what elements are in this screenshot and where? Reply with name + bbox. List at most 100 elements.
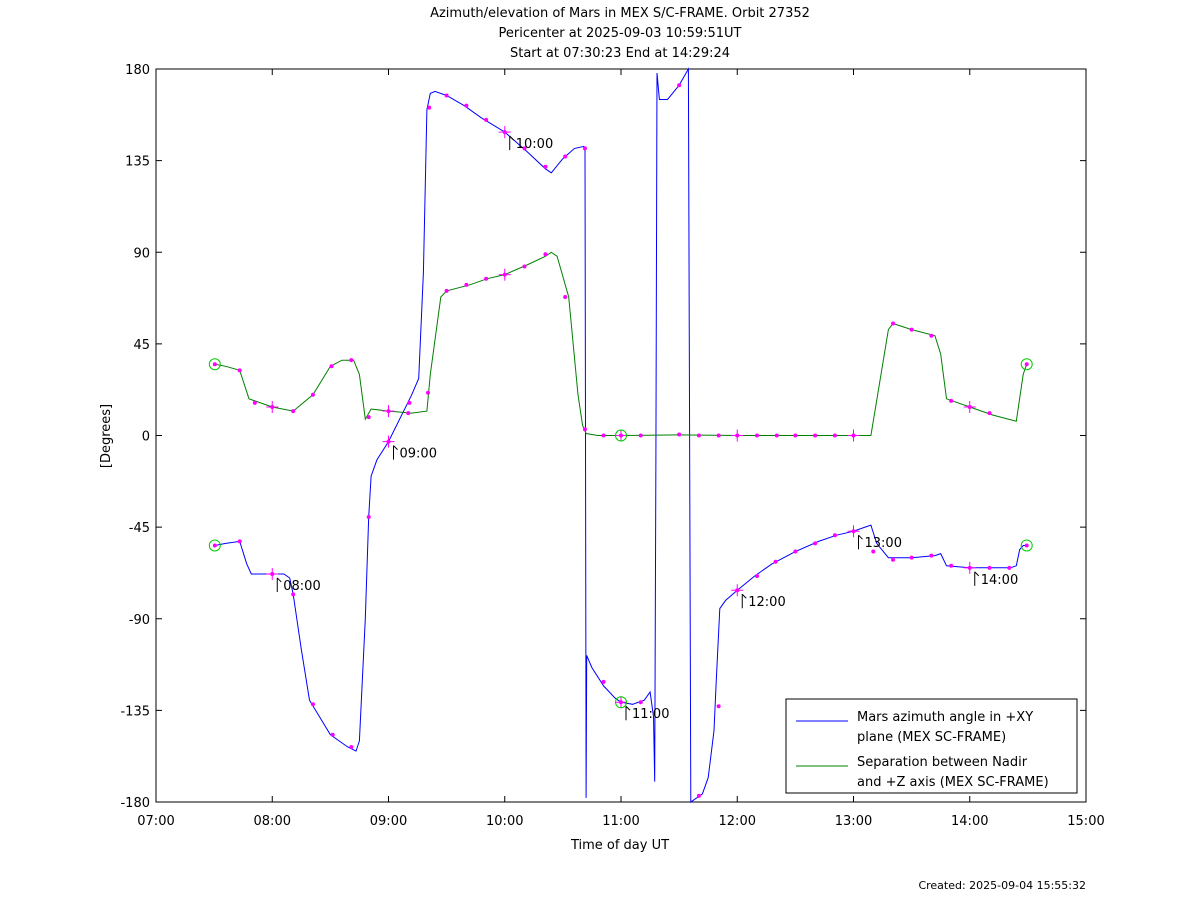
separation-marker (426, 390, 431, 395)
created-timestamp: Created: 2025-09-04 15:55:32 (918, 879, 1086, 892)
separation-marker (212, 362, 217, 367)
azimuth-marker (563, 154, 568, 159)
azimuth-marker (330, 732, 335, 737)
azimuth-marker (871, 549, 876, 554)
separation-marker (329, 364, 334, 369)
azimuth-marker (582, 146, 587, 151)
separation-marker (406, 411, 411, 416)
x-tick-label: 09:00 (370, 814, 407, 829)
hour-label: 12:00 (748, 595, 785, 610)
hour-label: 11:00 (632, 707, 669, 722)
separation-marker (349, 358, 354, 363)
y-tick-label: -45 (129, 521, 150, 536)
hour-pointer (974, 571, 980, 577)
start-end-circle (1020, 358, 1033, 371)
separation-marker (310, 392, 315, 397)
legend-label-separation-2: and +Z axis (MEX SC-FRAME) (857, 775, 1049, 790)
separation-marker (601, 433, 606, 438)
hour-pointer (509, 135, 515, 141)
x-tick-label: 08:00 (254, 814, 291, 829)
azimuth-marker (832, 533, 837, 538)
separation-marker (484, 276, 489, 281)
x-tick-label: 14:00 (951, 814, 988, 829)
chart-title: Azimuth/elevation of Mars in MEX S/C-FRA… (430, 6, 810, 61)
hour-label: 10:00 (516, 137, 553, 152)
azimuth-marker (891, 557, 896, 562)
separation-marker (638, 433, 643, 438)
separation-marker (987, 411, 992, 416)
separation-marker (444, 288, 449, 293)
azimuth-marker (349, 745, 354, 750)
azimuth-marker (987, 565, 992, 570)
hour-pointer (858, 534, 863, 540)
azimuth-marker (929, 553, 934, 558)
azimuth-marker (601, 679, 606, 684)
azimuth-marker (696, 793, 701, 798)
axis-ticks (155, 68, 1087, 803)
separation-marker (909, 327, 914, 332)
hour-pointer (393, 445, 398, 450)
hour-pointer (276, 577, 282, 583)
y-tick-label: 0 (142, 430, 150, 445)
x-tick-label: 15:00 (1067, 814, 1104, 829)
azimuth-marker (464, 103, 469, 108)
azimuth-marker (813, 541, 818, 546)
separation-marker (755, 433, 760, 438)
azimuth-marker (291, 592, 296, 597)
hour-label: 14:00 (981, 573, 1018, 588)
separation-series-line (214, 251, 1028, 436)
legend-label-separation-1: Separation between Nadir (857, 755, 1028, 770)
legend-label-azimuth-2: plane (MEX SC-FRAME) (857, 730, 1006, 745)
y-tick-label: 45 (133, 338, 150, 353)
separation-marker (929, 333, 934, 338)
y-tick-label: -135 (120, 704, 150, 719)
start-end-circle (1020, 539, 1033, 552)
start-end-circles (208, 358, 1033, 709)
azimuth-marker (1007, 565, 1012, 570)
y-tick-label: 90 (133, 246, 150, 261)
x-tick-label: 12:00 (719, 814, 756, 829)
separation-marker (813, 433, 818, 438)
x-tick-label: 11:00 (602, 814, 639, 829)
title-line-1: Azimuth/elevation of Mars in MEX S/C-FRA… (430, 6, 810, 21)
hour-pointer (741, 593, 747, 599)
x-tick-label: 10:00 (486, 814, 523, 829)
azimuth-marker (522, 146, 527, 151)
separation-marker (891, 321, 896, 326)
separation-marker (949, 398, 954, 403)
hour-label: 08:00 (283, 579, 320, 594)
start-end-circle (208, 358, 221, 371)
azimuth-marker (427, 105, 432, 110)
legend: Mars azimuth angle in +XY plane (MEX SC-… (785, 698, 1078, 794)
separation-marker (522, 264, 527, 269)
y-tick-labels: 180 135 90 45 0 -45 -90 -135 -180 (120, 63, 150, 811)
separation-marker (716, 433, 721, 438)
y-axis-label: [Degrees] (99, 404, 114, 468)
azimuth-marker (1024, 543, 1029, 548)
separation-marker (366, 415, 371, 420)
azimuth-marker (366, 514, 371, 519)
separation-marker (677, 432, 682, 437)
azimuth-marker (909, 555, 914, 560)
hour-label: 13:00 (865, 536, 902, 551)
separation-marker (793, 433, 798, 438)
y-tick-label: 135 (125, 155, 150, 170)
separation-marker (543, 252, 548, 257)
legend-label-azimuth-1: Mars azimuth angle in +XY (857, 710, 1033, 725)
x-tick-labels: 07:00 08:00 09:00 10:00 11:00 12:00 13:00 14:00… (137, 814, 1104, 829)
separation-marker (582, 427, 587, 432)
azimuth-marker (755, 573, 760, 578)
separation-marker (1024, 362, 1029, 367)
series-markers (212, 83, 1029, 798)
azimuth-marker (949, 563, 954, 568)
azimuth-series-line (214, 67, 1027, 803)
x-axis-label: Time of day UT (570, 838, 669, 853)
azimuth-marker (773, 559, 778, 564)
series-lines (214, 67, 1028, 803)
x-tick-label: 07:00 (137, 814, 174, 829)
azimuth-marker (543, 164, 548, 169)
title-line-2: Pericenter at 2025-09-03 10:59:51UT (498, 26, 741, 41)
separation-marker (774, 433, 779, 438)
start-end-circle (615, 429, 627, 442)
